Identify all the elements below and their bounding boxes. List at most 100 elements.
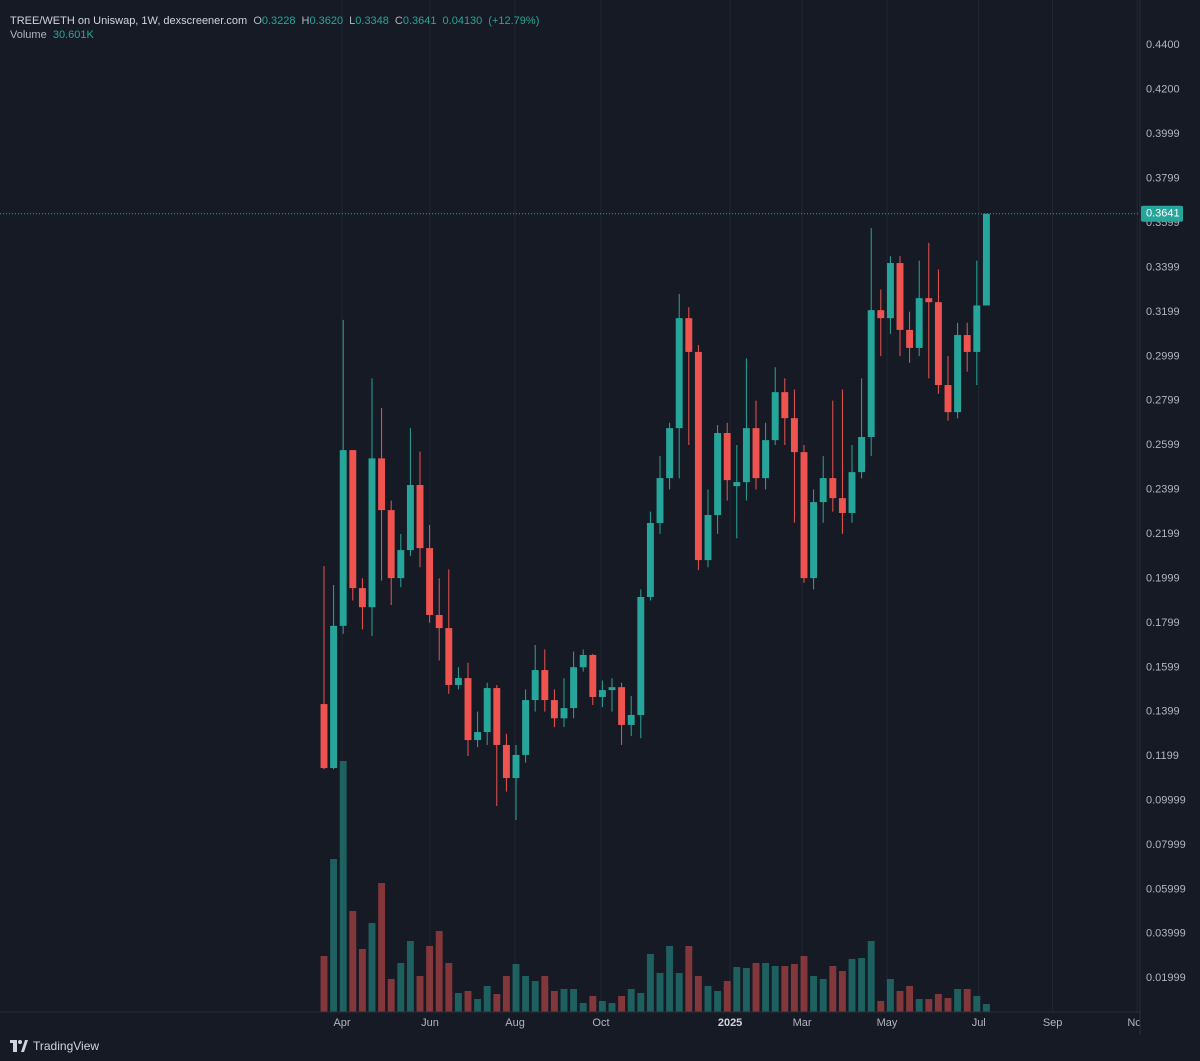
volume-bar [406, 940, 414, 1012]
candle-body [598, 690, 606, 697]
candle-body [982, 213, 990, 306]
volume-bar [838, 971, 846, 1012]
volume-row: Volume 30.601K [10, 28, 545, 42]
volume-bar [378, 883, 386, 1012]
last-price-label: 0.3641 [1146, 208, 1180, 220]
candle-body [426, 548, 434, 615]
volume-bar [925, 999, 933, 1012]
y-tick-label: 0.3999 [1146, 128, 1180, 140]
y-tick-label: 0.05999 [1146, 883, 1186, 895]
volume-bar [819, 979, 827, 1012]
y-tick-label: 0.07999 [1146, 839, 1186, 851]
candle-layer [0, 213, 1140, 821]
candle-body [646, 522, 654, 597]
y-tick-label: 0.4200 [1146, 83, 1180, 95]
candle-body [570, 667, 578, 709]
candle-body [915, 298, 923, 348]
y-tick-label: 0.1999 [1146, 572, 1180, 584]
volume-bar [522, 976, 530, 1012]
candle-body [627, 714, 635, 725]
candle-body [954, 335, 962, 413]
volume-bar [627, 988, 635, 1012]
candle-body [560, 708, 568, 719]
candle-body [838, 498, 846, 513]
volume-bar [646, 953, 654, 1012]
candle-body [358, 588, 366, 608]
candle-body [973, 305, 981, 352]
candle-body [464, 678, 472, 741]
candle-body [541, 670, 549, 701]
volume-bar [752, 963, 760, 1012]
change-pct: (+12.79%) [488, 15, 540, 27]
candle-body [762, 440, 770, 479]
volume-bar [800, 956, 808, 1012]
y-tick-label: 0.2999 [1146, 350, 1180, 362]
candle-body [378, 458, 386, 511]
candle-body [512, 754, 520, 779]
candle-body [810, 502, 818, 579]
volume-bar [550, 991, 558, 1012]
volume-bar [886, 979, 894, 1012]
x-tick-label: Mar [793, 1017, 812, 1029]
volume-bar [416, 976, 424, 1012]
x-tick-label: Jun [421, 1017, 439, 1029]
candle-body [733, 482, 741, 487]
candle-body [685, 318, 693, 352]
candle-body [406, 485, 414, 551]
candle-body [858, 437, 866, 473]
candle-body [790, 418, 798, 453]
x-axis: Apr Jun Aug Oct 2025 Mar May Jul Sep Nov [333, 1017, 1140, 1029]
y-tick-label: 0.1599 [1146, 661, 1180, 673]
volume-bar [618, 996, 626, 1012]
volume-bar [358, 948, 366, 1012]
footer: TradingView [10, 1039, 99, 1053]
ohlc: O0.3228 H0.3620 L0.3348 C0.3641 [253, 15, 442, 27]
volume-bar [810, 976, 818, 1012]
volume-bar [531, 980, 539, 1012]
y-tick-label: 0.3799 [1146, 173, 1180, 185]
candle-body [637, 596, 645, 715]
x-tick-label: 2025 [718, 1017, 742, 1029]
x-tick-label: Jul [972, 1017, 986, 1029]
candle-body [800, 452, 808, 579]
volume-bar [934, 993, 942, 1012]
candle-body [608, 687, 616, 691]
candle-body [934, 302, 942, 386]
ohlc-value: 0.3641 [402, 15, 437, 27]
candle-body [925, 298, 933, 303]
volume-bar [502, 976, 510, 1012]
y-tick-label: 0.3199 [1146, 306, 1180, 318]
volume-bar [762, 963, 770, 1012]
candle-body [474, 732, 482, 741]
volume-bar [982, 1003, 990, 1012]
candle-body [339, 450, 347, 626]
volume-bar [426, 945, 434, 1012]
y-axis: 0.44000.42000.39990.37990.35990.33990.31… [1141, 39, 1186, 984]
candle-body [771, 392, 779, 441]
volume-bar [973, 996, 981, 1012]
volume-label: Volume [10, 29, 47, 41]
y-tick-label: 0.1199 [1146, 750, 1179, 762]
change: 0.04130 [442, 15, 483, 27]
candle-body [886, 263, 894, 319]
candle-body [589, 654, 597, 697]
volume-bar [685, 945, 693, 1012]
ohlc-value: 0.3348 [355, 15, 389, 27]
candle-body [656, 478, 664, 523]
volume-bar [944, 997, 952, 1012]
volume-bar [694, 976, 702, 1012]
legend-row: TREE/WETH on Uniswap, 1W, dexscreener.co… [10, 14, 545, 28]
candle-body [829, 478, 837, 499]
y-tick-label: 0.4400 [1146, 39, 1180, 51]
x-tick-label: May [877, 1017, 898, 1029]
volume-bar [733, 967, 741, 1012]
y-tick-label: 0.09999 [1146, 794, 1186, 806]
ohlc-value: 0.3228 [261, 15, 296, 27]
y-tick-label: 0.03999 [1146, 928, 1186, 940]
volume-bar [675, 972, 683, 1012]
candle-body [752, 428, 760, 479]
candle-body [454, 678, 462, 685]
candle-body [848, 472, 856, 513]
brand-logo [10, 1040, 28, 1052]
ohlc-value: 0.3620 [309, 15, 344, 27]
